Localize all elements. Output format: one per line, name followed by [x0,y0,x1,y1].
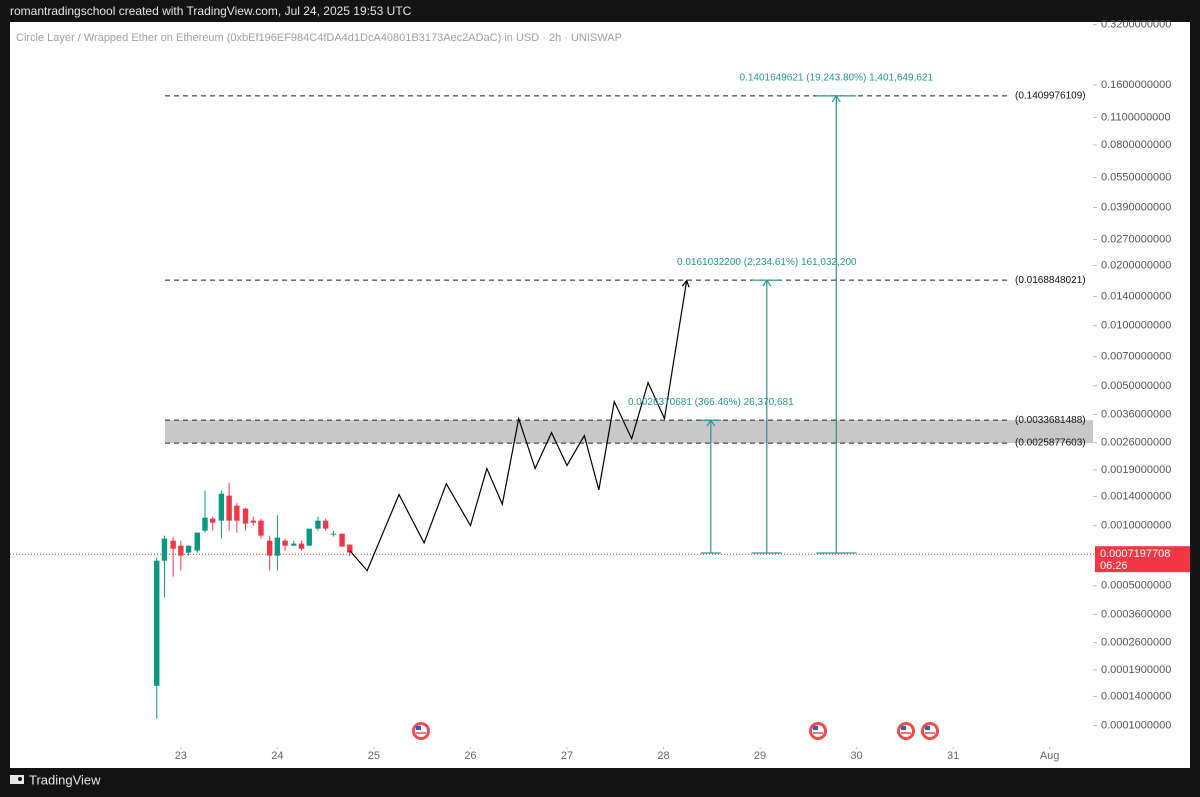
y-tick-label: 0.0800000000 [1101,139,1171,151]
candle-body [226,495,232,521]
candle-body [306,528,312,546]
y-tick-label: 0.0550000000 [1101,172,1171,184]
y-tick-label: 0.0070000000 [1101,351,1171,363]
candle-body [347,544,353,553]
candle-body [250,520,256,523]
candle-body [161,538,168,561]
level-label: (0.0025877603) [1015,438,1086,449]
y-tick-label: 0.0010000000 [1101,520,1171,532]
candle-body [298,543,305,549]
candle-body [234,505,240,521]
y-tick-label: 0.0003600000 [1101,608,1171,620]
y-tick-label: 0.0036000000 [1101,408,1171,420]
level-label: (0.0033681488) [1015,415,1086,426]
projection-line [349,280,688,572]
header: romantradingschool created with TradingV… [10,4,412,18]
last-price-box [1095,546,1190,573]
y-tick-label: 0.0001900000 [1101,664,1171,676]
chart-title: Circle Layer / Wrapped Ether on Ethereum… [16,32,622,44]
event-icon [897,722,915,740]
x-tick-label: 24 [271,750,283,762]
y-tick-label: 0.1100000000 [1101,111,1171,123]
candle-body [210,518,216,523]
candle-body [339,533,345,547]
measure-arrowhead [762,279,772,287]
candle-body [218,493,225,521]
candle-body [154,560,160,686]
y-tick-label: 0.0019000000 [1101,464,1171,476]
measure-arrowhead [831,94,841,103]
x-tick-label: 26 [464,750,476,762]
candle-body [282,540,288,546]
candle-body [178,545,184,556]
y-tick-label: 0.0050000000 [1101,380,1171,392]
x-tick-label: 23 [175,750,187,762]
measure-arrowhead [706,419,716,427]
zone [165,420,1093,444]
y-tick-label: 0.0140000000 [1101,290,1171,302]
y-tick-label: 0.0001400000 [1101,690,1171,702]
y-tick-label: 0.0200000000 [1101,259,1171,271]
candle-body [322,520,329,529]
y-tick-label: 0.3200000000 [1101,19,1171,31]
level-label: (0.1409976109) [1015,90,1086,101]
y-tick-label: 0.0390000000 [1101,201,1171,213]
candle-body [266,540,273,556]
candle-body [242,508,249,524]
countdown-label: 06:26 [1100,560,1128,572]
y-tick-label: 0.0002600000 [1101,637,1171,649]
candle-body [330,533,337,535]
candle-body [291,543,297,546]
candle-body [258,520,264,536]
y-tick-label: 0.0014000000 [1101,490,1171,502]
x-tick-label: 28 [657,750,669,762]
candle-body [202,517,208,531]
chart-area [10,22,1190,768]
x-tick-label: 31 [947,750,959,762]
y-tick-label: 0.0005000000 [1101,580,1171,592]
y-tick-label: 0.0100000000 [1101,320,1171,332]
measure-label: 0.1401649621 (19,243.80%) 1,401,649,621 [740,72,934,83]
event-icon [412,722,430,740]
x-tick-label: Aug [1040,750,1060,762]
candle-body [185,545,192,553]
last-price-label: 0.0007197708 [1100,548,1170,560]
measure-label: 0.0026370681 (366.46%) 26,370,681 [628,397,794,408]
candle-body [194,532,200,551]
candle-body [170,540,176,549]
x-tick-label: 27 [561,750,573,762]
footer: TradingView [29,772,101,787]
candle-body [315,520,321,529]
candle-body [274,537,281,556]
event-icons [412,722,939,740]
projection-arrowhead [681,279,690,288]
event-icon [809,722,827,740]
y-tick-label: 0.0270000000 [1101,233,1171,245]
y-tick-label: 0.1600000000 [1101,79,1171,91]
x-tick-label: 29 [754,750,766,762]
x-tick-label: 30 [850,750,862,762]
x-tick-label: 25 [368,750,380,762]
logo [10,775,24,784]
y-tick-label: 0.0026000000 [1101,437,1171,449]
y-tick-label: 0.0001000000 [1101,720,1171,732]
measure-label: 0.0161032200 (2,234.61%) 161,032,200 [677,257,857,268]
level-label: (0.0168848021) [1015,275,1086,286]
event-icon [921,722,939,740]
